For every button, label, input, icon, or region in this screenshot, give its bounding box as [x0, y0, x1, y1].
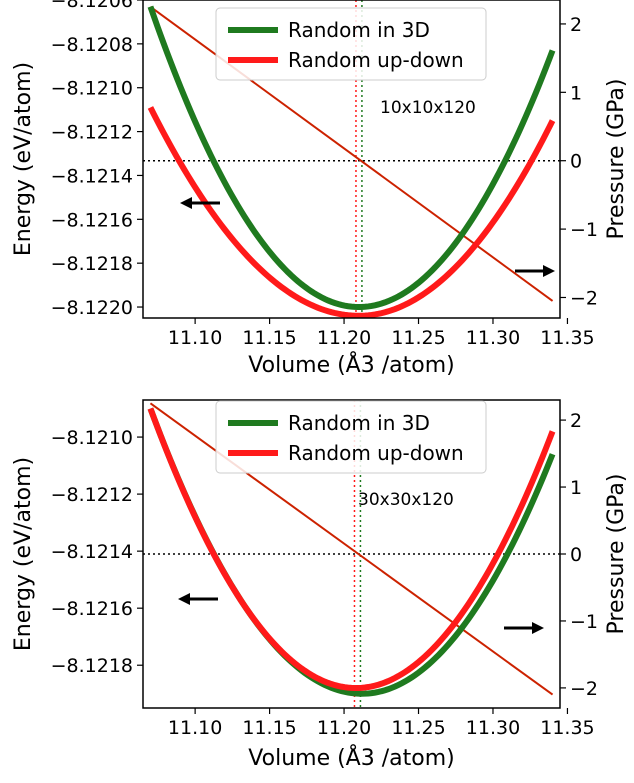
panel-1: 11.10 11.15 11.20 11.25 11.30 11.35 −8.1206 −8.… [11, 0, 629, 378]
x-tick-label: 11.20 [317, 327, 371, 349]
x-tick-label: 11.20 [317, 717, 371, 739]
y-left-tick-label: −8.1214 [51, 165, 133, 187]
y-left-tick-label: −8.1212 [51, 122, 133, 144]
energy-curve-3d [147, 5, 556, 311]
x-tick-label: 11.35 [540, 327, 594, 349]
x-tick-label: 11.30 [466, 717, 520, 739]
legend-label: Random up-down [288, 441, 464, 465]
arrow-right-icon [515, 265, 555, 277]
y-right-tick-label: 1 [570, 477, 582, 499]
legend-label: Random up-down [288, 48, 464, 72]
y-left-tick-label: −8.1218 [51, 655, 133, 677]
y-left-tick-label: −8.1220 [51, 297, 133, 319]
arrow-left-icon [180, 197, 220, 209]
y-left-tick-label: −8.1216 [51, 598, 133, 620]
energy-curve-updown [147, 106, 556, 318]
y-left-tick-label: −8.1214 [51, 541, 133, 563]
x-tick-label: 11.15 [242, 717, 296, 739]
y-left-tick-label: −8.1218 [51, 253, 133, 275]
y-left-tick-label: −8.1208 [51, 34, 133, 56]
y-right-tick-label: 2 [570, 410, 582, 432]
y-right-tick-label: 0 [570, 151, 582, 173]
x-tick-label: 11.30 [466, 327, 520, 349]
y-right-tick-label: −2 [570, 287, 598, 309]
grid-size-annotation: 10x10x120 [380, 98, 476, 118]
y-right-tick-label: 0 [570, 544, 582, 566]
legend-box [215, 7, 487, 81]
x-tick-label: 11.25 [391, 327, 445, 349]
legend-box [215, 400, 487, 474]
y-right-axis-label: Pressure (GPa) [604, 474, 629, 635]
y-right-axis-label: Pressure (GPa) [604, 79, 629, 240]
x-axis-label: Volume (Å3 /atom) [248, 351, 454, 378]
x-tick-label: 11.10 [168, 717, 222, 739]
legend-label: Random in 3D [288, 18, 430, 42]
y-left-axis-label: Energy (eV/atom) [11, 62, 36, 256]
y-left-tick-label: −8.1216 [51, 209, 133, 231]
panel-2: 11.10 11.15 11.20 11.25 11.30 11.35 −8.1210 −8.… [11, 399, 629, 771]
y-right-tick-label: −1 [570, 219, 598, 241]
y-left-tick-label: −8.1210 [51, 427, 133, 449]
y-right-tick-label: −2 [570, 678, 598, 700]
legend: Random in 3D Random up-down [215, 7, 487, 81]
legend-label: Random in 3D [288, 411, 430, 435]
y-right-tick-label: −1 [570, 611, 598, 633]
x-tick-label: 11.15 [242, 327, 296, 349]
y-left-tick-label: −8.1210 [51, 78, 133, 100]
axes-frame [142, 0, 561, 319]
x-tick-label: 11.35 [540, 717, 594, 739]
y-left-axis-label: Energy (eV/atom) [11, 457, 36, 651]
grid-size-annotation: 30x30x120 [358, 490, 454, 510]
y-right-tick-label: 2 [570, 14, 582, 36]
y-left-tick-label: −8.1206 [51, 0, 133, 12]
legend: Random in 3D Random up-down [215, 400, 487, 474]
x-tick-label: 11.10 [168, 327, 222, 349]
energy-curve-updown [147, 407, 556, 692]
y-right-tick-label: 1 [570, 82, 582, 104]
x-tick-label: 11.25 [391, 717, 445, 739]
x-axis-label: Volume (Å3 /atom) [248, 744, 454, 771]
y-left-tick-label: −8.1212 [51, 484, 133, 506]
arrow-left-icon [178, 593, 218, 605]
arrow-right-icon [504, 622, 544, 634]
